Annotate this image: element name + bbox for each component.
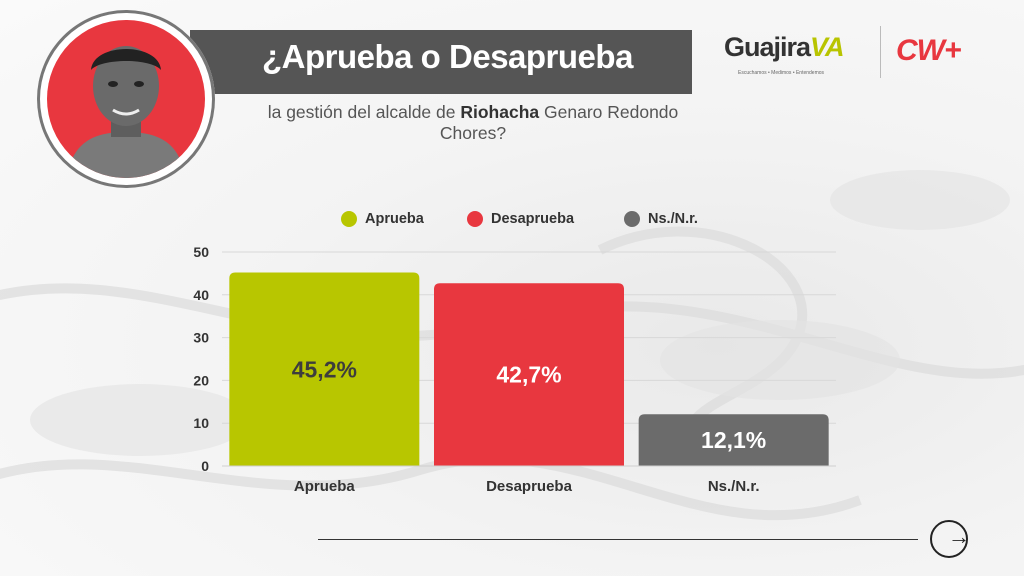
next-button[interactable] xyxy=(930,520,968,558)
person-portrait-icon xyxy=(67,46,185,178)
data-label: 42,7% xyxy=(496,362,561,388)
bar-1 xyxy=(434,283,624,466)
legend-dot-nsnr xyxy=(624,211,640,227)
logo1-accent: VA xyxy=(810,32,845,62)
data-label: 12,1% xyxy=(701,427,766,453)
legend-item-aprueba: Aprueba xyxy=(341,211,424,227)
subtitle-city: Riohacha xyxy=(460,102,540,122)
guajirava-logo: GuajiraVA Escuchamos • Medimos • Entende… xyxy=(724,32,869,80)
y-tick-label: 40 xyxy=(193,287,209,303)
legend-item-nsnr: Ns./N.r. xyxy=(624,211,698,227)
y-tick-label: 50 xyxy=(193,244,209,260)
y-tick-label: 0 xyxy=(201,458,209,474)
legend-label-nsnr: Ns./N.r. xyxy=(648,211,698,227)
logo1-tagline: Escuchamos • Medimos • Entendemos xyxy=(738,70,825,76)
cw-plus-logo: CW+ xyxy=(896,34,961,67)
x-tick-label: Ns./N.r. xyxy=(708,478,760,495)
bar-0 xyxy=(229,272,420,466)
page-subtitle: la gestión del alcalde de Riohacha Genar… xyxy=(258,102,688,144)
data-label: 45,2% xyxy=(292,356,357,382)
title-bar xyxy=(190,30,692,94)
x-tick-label: Desaprueba xyxy=(486,478,573,495)
mayor-avatar xyxy=(47,20,205,178)
y-tick-label: 20 xyxy=(193,372,209,388)
logo1-main: Guajira xyxy=(724,32,811,62)
page-title: ¿Aprueba o Desaprueba xyxy=(262,38,633,75)
legend-dot-aprueba xyxy=(341,211,357,227)
avatar-frame xyxy=(37,10,215,188)
legend-label-aprueba: Aprueba xyxy=(365,211,424,227)
legend-label-desaprueba: Desaprueba xyxy=(491,211,575,227)
chart-legend: Aprueba Desaprueba Ns./N.r. xyxy=(0,211,1024,233)
y-tick-label: 30 xyxy=(193,330,209,346)
y-tick-label: 10 xyxy=(193,415,209,431)
legend-dot-desaprueba xyxy=(467,211,483,227)
arrow-right-icon[interactable]: → xyxy=(948,524,970,549)
subtitle-text-2: Genaro Redondo Chores? xyxy=(439,102,679,143)
x-tick-label: Aprueba xyxy=(294,478,356,495)
legend-item-desaprueba: Desaprueba xyxy=(467,211,574,227)
logo-divider xyxy=(880,26,881,78)
footer-line xyxy=(318,539,918,540)
bar-2 xyxy=(638,414,829,466)
subtitle-text-1: la gestión del alcalde de xyxy=(267,102,461,122)
